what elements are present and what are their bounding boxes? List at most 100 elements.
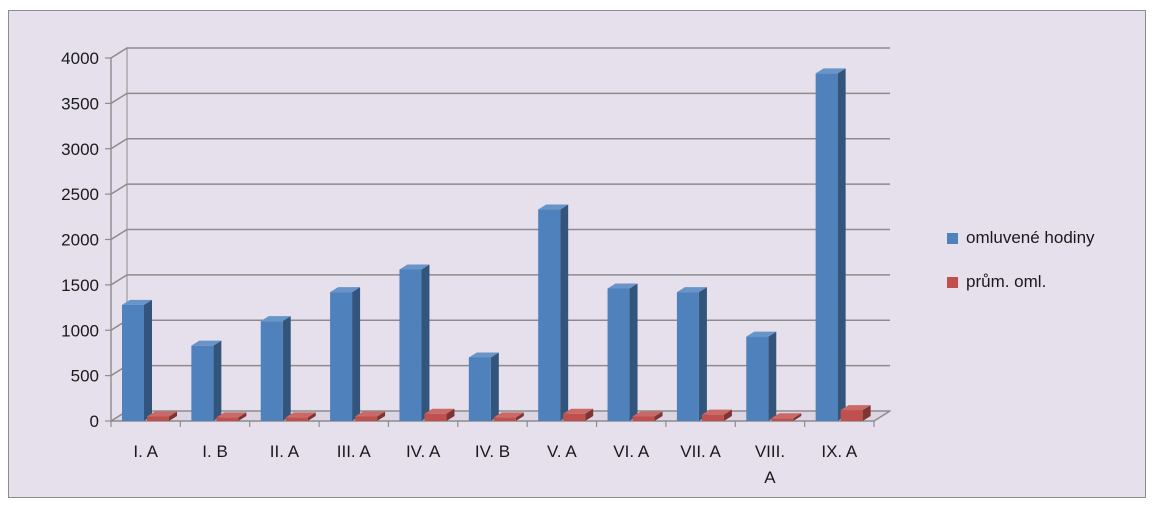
bar-omluvene-hodiny — [676, 287, 707, 421]
bar-side-face — [352, 287, 361, 421]
y-axis-tick-label: 4000 — [61, 49, 99, 68]
gridlines — [110, 47, 890, 422]
bar-omluvene-hodiny — [815, 68, 846, 422]
legend: omluvené hodiny prům. oml. — [947, 228, 1095, 291]
bar-top-face — [355, 411, 386, 417]
x-axis-tick-label: V. A — [547, 442, 577, 461]
bar-top-face — [399, 264, 430, 270]
bar-front-face — [815, 73, 838, 422]
legend-entry: omluvené hodiny — [947, 228, 1095, 247]
legend-label: omluvené hodiny — [966, 228, 1095, 247]
bar-front-face — [771, 418, 794, 421]
bar-top-face — [607, 283, 638, 289]
bar-top-face — [147, 411, 177, 417]
gridline — [110, 47, 890, 59]
legend-swatch — [947, 277, 958, 288]
bar-top-face — [746, 331, 777, 337]
bar-front-face — [538, 209, 561, 421]
x-axis-tick-label: VII. A — [680, 442, 721, 461]
y-axis-tick-label: 500 — [71, 367, 99, 386]
bars — [122, 68, 871, 422]
bar-prum-oml — [424, 408, 455, 421]
y-axis-tick-labels: 0 500 1000 1500 2000 2500 3000 3500 4000 — [61, 49, 99, 431]
x-axis-tick-label: IX. A — [821, 442, 858, 461]
bar-prum-oml — [493, 412, 524, 421]
gridline — [110, 183, 890, 195]
bar-top-face — [191, 340, 222, 346]
bar-top-face — [285, 412, 316, 418]
bar-omluvene-hodiny — [607, 283, 638, 421]
y-axis-tick-label: 2000 — [61, 231, 99, 250]
bar-top-face — [424, 408, 455, 414]
bar-omluvene-hodiny — [746, 331, 777, 421]
bar-side-face — [213, 340, 222, 421]
bar-front-face — [840, 410, 863, 421]
bar-prum-oml — [285, 412, 316, 421]
y-axis-tick-label: 1500 — [61, 276, 99, 295]
bar-side-face — [282, 316, 291, 421]
y-axis-tick-label: 3000 — [61, 140, 99, 159]
bar-side-face — [515, 412, 524, 421]
bar-top-face — [122, 299, 152, 305]
bar-prum-oml — [216, 412, 247, 421]
x-axis-tick-label: VI. A — [613, 442, 650, 461]
y-axis-tick-label: 2500 — [61, 185, 99, 204]
bar-top-face — [815, 68, 846, 74]
bar-prum-oml — [632, 411, 663, 421]
bar-front-face — [399, 269, 422, 421]
bar-prum-oml — [563, 408, 594, 421]
bar-top-face — [493, 412, 524, 418]
bar-prum-oml — [840, 405, 871, 421]
bar-prum-oml — [147, 411, 177, 421]
bar-front-face — [607, 288, 630, 421]
y-axis-tick-label: 1000 — [61, 321, 99, 340]
gridline — [110, 92, 890, 105]
bar-side-face — [307, 412, 316, 421]
gridline — [110, 319, 890, 331]
bar-front-face — [216, 417, 239, 421]
y-axis-tick-label: 0 — [90, 412, 99, 431]
bar-front-face — [468, 357, 491, 421]
gridline — [110, 137, 890, 150]
bar-top-face — [260, 316, 291, 322]
bar-side-face — [585, 408, 594, 421]
bar-front-face — [493, 417, 516, 421]
legend-entry: prům. oml. — [947, 272, 1046, 291]
bar-side-face — [654, 411, 663, 421]
x-axis-tick-label: I. B — [202, 442, 228, 461]
bar-omluvene-hodiny — [468, 352, 499, 421]
x-axis-depth-line — [873, 410, 891, 422]
bar-top-face — [771, 413, 802, 419]
x-axis-tick-label: VIII. A — [755, 442, 785, 487]
bar-prum-oml — [771, 413, 802, 421]
bar-omluvene-hodiny — [260, 316, 291, 421]
bar-top-face — [330, 287, 361, 293]
bar-side-face — [490, 352, 499, 421]
bar-omluvene-hodiny — [122, 299, 152, 421]
bar-front-face — [746, 336, 769, 421]
bar-side-face — [377, 411, 386, 421]
bar-top-face — [840, 405, 871, 411]
x-axis-tick-labels: I. A I. B II. A III. A IV. A IV. B V. A VI. A VI… — [133, 442, 858, 487]
bar-top-face — [701, 409, 732, 415]
bar-omluvene-hodiny — [191, 340, 222, 421]
bar-side-face — [144, 299, 152, 421]
bar-prum-oml — [355, 411, 386, 421]
bar-side-face — [169, 411, 177, 421]
bar-top-face — [538, 204, 569, 210]
bar-front-face — [676, 292, 699, 421]
bar-side-face — [238, 412, 247, 421]
bar-side-face — [421, 264, 430, 421]
x-axis-tick-label: III. A — [337, 442, 372, 461]
x-axis-tick-label: I. A — [133, 442, 158, 461]
bar-front-face — [330, 292, 353, 421]
legend-swatch — [947, 233, 958, 244]
y-axis-tick-label: 3500 — [61, 94, 99, 113]
bar-front-face — [424, 413, 447, 421]
bar-side-face — [723, 409, 732, 421]
bar-top-face — [468, 352, 499, 358]
bar-top-face — [216, 412, 247, 418]
x-axis-tick-label: IV. A — [406, 442, 441, 461]
gridline — [110, 274, 890, 286]
bar-side-face — [862, 405, 871, 421]
